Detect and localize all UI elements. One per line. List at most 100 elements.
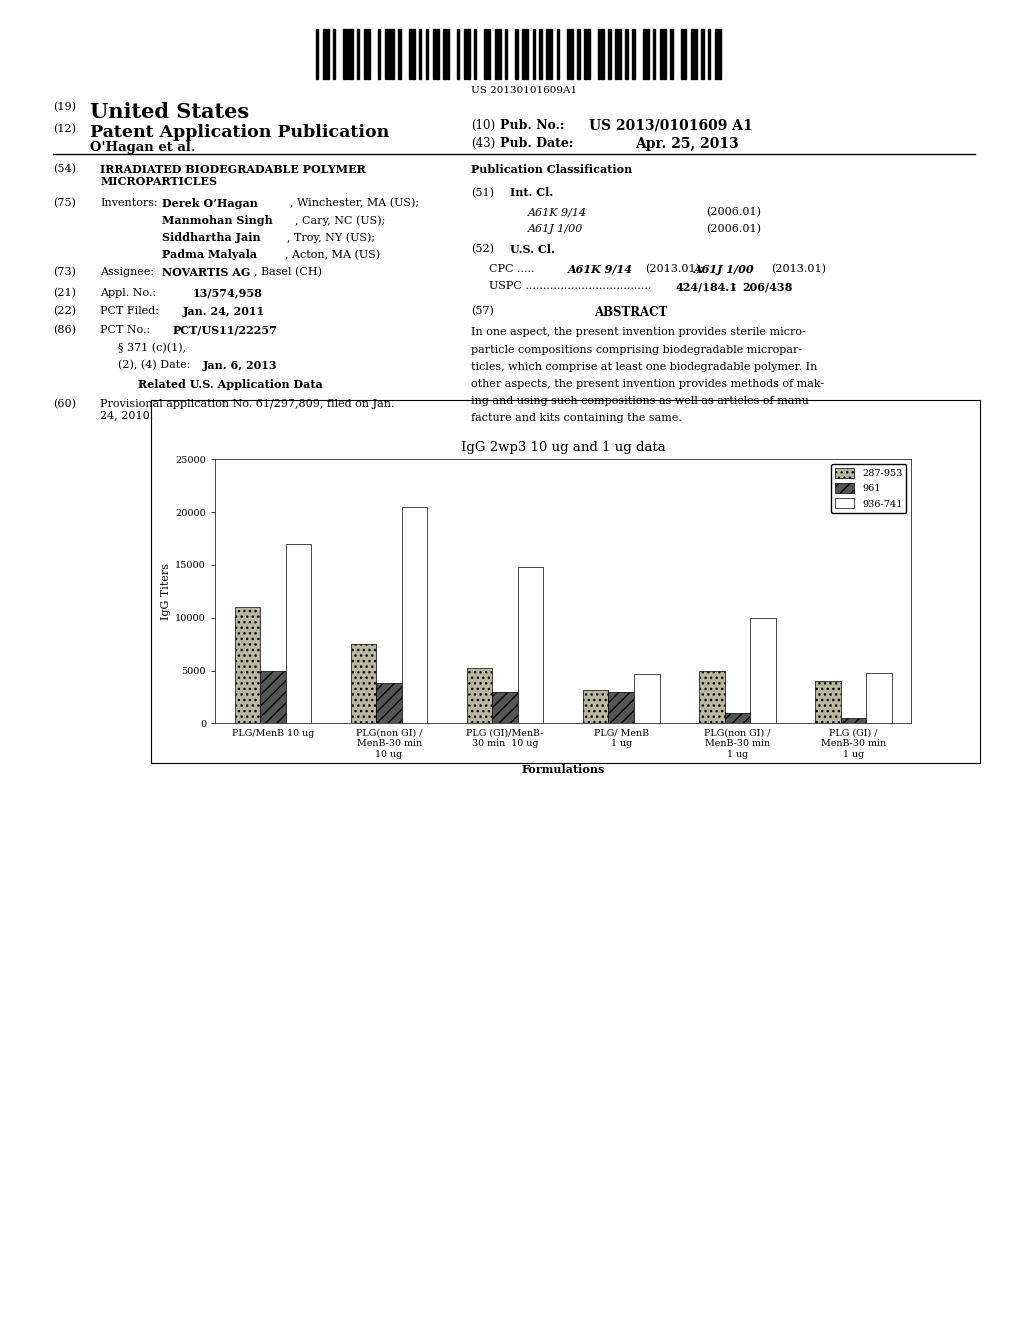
Bar bbox=[467, 668, 493, 723]
Text: Manmohan Singh: Manmohan Singh bbox=[162, 215, 272, 226]
Legend: 287-953, 961, 936-741: 287-953, 961, 936-741 bbox=[831, 465, 906, 512]
Bar bbox=[368, 29, 370, 79]
Text: (2006.01): (2006.01) bbox=[707, 207, 762, 218]
Bar bbox=[646, 29, 648, 79]
Bar bbox=[588, 29, 590, 79]
Bar bbox=[583, 689, 608, 723]
Text: Appl. No.:: Appl. No.: bbox=[100, 288, 157, 298]
Bar bbox=[364, 29, 367, 79]
Text: (19): (19) bbox=[53, 102, 76, 112]
Bar bbox=[699, 671, 725, 723]
Bar bbox=[505, 29, 508, 79]
Bar bbox=[598, 29, 600, 79]
Text: (75): (75) bbox=[53, 198, 76, 209]
Text: US 2013/0101609 A1: US 2013/0101609 A1 bbox=[589, 119, 753, 133]
Bar bbox=[532, 29, 535, 79]
Bar bbox=[715, 29, 718, 79]
Bar bbox=[684, 29, 686, 79]
Text: Pub. No.:: Pub. No.: bbox=[500, 119, 564, 132]
Bar bbox=[323, 29, 325, 79]
Text: , Acton, MA (US): , Acton, MA (US) bbox=[285, 249, 380, 260]
Text: Publication Classification: Publication Classification bbox=[471, 164, 632, 174]
Text: Patent Application Publication: Patent Application Publication bbox=[90, 124, 389, 141]
Bar bbox=[694, 29, 696, 79]
Bar bbox=[653, 29, 655, 79]
Text: USPC ....................................: USPC ...................................… bbox=[489, 281, 652, 292]
Bar bbox=[525, 29, 528, 79]
Bar bbox=[446, 29, 449, 79]
X-axis label: Formulations: Formulations bbox=[521, 764, 605, 775]
Text: A61K 9/14: A61K 9/14 bbox=[568, 264, 633, 275]
Text: A61J 1/00: A61J 1/00 bbox=[527, 224, 583, 235]
Bar bbox=[419, 29, 422, 79]
Text: PCT/US11/22257: PCT/US11/22257 bbox=[172, 325, 276, 335]
Bar bbox=[391, 29, 394, 79]
Bar bbox=[578, 29, 580, 79]
Text: O'Hagan et al.: O'Hagan et al. bbox=[90, 141, 196, 154]
Text: US 20130101609A1: US 20130101609A1 bbox=[471, 86, 578, 95]
Text: 13/574,958: 13/574,958 bbox=[193, 288, 262, 298]
Bar bbox=[570, 29, 572, 79]
Text: In one aspect, the present invention provides sterile micro-: In one aspect, the present invention pro… bbox=[471, 327, 806, 338]
Text: (57): (57) bbox=[471, 306, 494, 317]
Bar bbox=[398, 29, 400, 79]
Bar bbox=[701, 29, 703, 79]
Bar bbox=[484, 29, 486, 79]
Bar bbox=[401, 507, 427, 723]
Text: , Troy, NY (US);: , Troy, NY (US); bbox=[287, 232, 375, 243]
Bar bbox=[377, 684, 401, 723]
Text: ticles, which comprise at least one biodegradable polymer. In: ticles, which comprise at least one biod… bbox=[471, 362, 817, 372]
Bar bbox=[584, 29, 587, 79]
Text: other aspects, the present invention provides methods of mak-: other aspects, the present invention pro… bbox=[471, 379, 824, 389]
Bar bbox=[681, 29, 683, 79]
Text: (54): (54) bbox=[53, 164, 76, 174]
Text: PCT Filed:: PCT Filed: bbox=[100, 306, 160, 317]
Text: (2013.01);: (2013.01); bbox=[645, 264, 703, 275]
Bar bbox=[326, 29, 329, 79]
Bar bbox=[708, 29, 711, 79]
Y-axis label: IgG Titers: IgG Titers bbox=[161, 562, 171, 620]
Text: Derek O’Hagan: Derek O’Hagan bbox=[162, 198, 258, 209]
Bar bbox=[664, 29, 666, 79]
Bar bbox=[557, 29, 559, 79]
Text: Inventors:: Inventors: bbox=[100, 198, 158, 209]
Bar bbox=[615, 29, 617, 79]
Bar bbox=[498, 29, 501, 79]
Text: (10): (10) bbox=[471, 119, 496, 132]
Text: ;: ; bbox=[732, 281, 736, 292]
Text: Pub. Date:: Pub. Date: bbox=[500, 137, 573, 150]
Bar bbox=[725, 713, 750, 723]
Bar bbox=[343, 29, 346, 79]
Bar bbox=[347, 29, 349, 79]
Text: (52): (52) bbox=[471, 244, 494, 255]
Text: (2006.01): (2006.01) bbox=[707, 224, 762, 235]
Text: CPC .....: CPC ..... bbox=[489, 264, 535, 275]
Bar bbox=[515, 29, 518, 79]
Text: ABSTRACT: ABSTRACT bbox=[594, 306, 668, 319]
Text: IRRADIATED BIODEGRADABLE POLYMER
MICROPARTICLES: IRRADIATED BIODEGRADABLE POLYMER MICROPA… bbox=[100, 164, 367, 187]
Text: Int. Cl.: Int. Cl. bbox=[510, 187, 553, 198]
Bar bbox=[567, 29, 569, 79]
Text: Jan. 6, 2013: Jan. 6, 2013 bbox=[203, 360, 278, 371]
Bar bbox=[495, 29, 497, 79]
Text: 206/438: 206/438 bbox=[742, 281, 793, 292]
Text: ing and using such compositions as well as articles of manu-: ing and using such compositions as well … bbox=[471, 396, 813, 407]
Text: A61K 9/14: A61K 9/14 bbox=[527, 207, 587, 218]
Text: (43): (43) bbox=[471, 137, 496, 150]
Bar bbox=[378, 29, 380, 79]
Bar bbox=[493, 692, 518, 723]
Text: § 371 (c)(1),: § 371 (c)(1), bbox=[118, 343, 186, 354]
Text: U.S. Cl.: U.S. Cl. bbox=[510, 244, 555, 255]
Bar bbox=[234, 607, 260, 723]
Bar bbox=[691, 29, 693, 79]
Bar bbox=[333, 29, 336, 79]
Bar bbox=[350, 29, 352, 79]
Bar bbox=[474, 29, 476, 79]
Bar bbox=[618, 29, 621, 79]
Bar bbox=[815, 681, 841, 723]
Text: A61J 1/00: A61J 1/00 bbox=[694, 264, 755, 275]
Bar bbox=[626, 29, 628, 79]
Text: , Cary, NC (US);: , Cary, NC (US); bbox=[295, 215, 385, 226]
Bar bbox=[540, 29, 542, 79]
Bar bbox=[634, 673, 659, 723]
